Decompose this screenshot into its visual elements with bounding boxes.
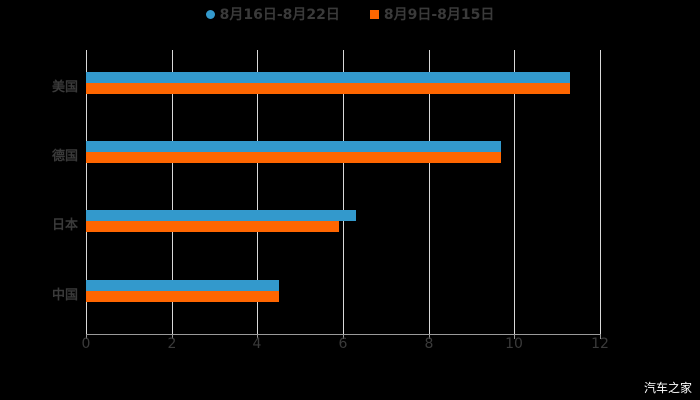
gridline [429, 50, 430, 335]
y-category-label: 中国 [51, 288, 78, 303]
x-tick [429, 334, 430, 339]
gridline [600, 50, 601, 335]
y-category-label: 美国 [51, 80, 78, 95]
watermark: 汽车之家 [643, 381, 692, 395]
x-tick-label: 2 [167, 336, 177, 352]
y-category-label: 德国 [51, 149, 78, 164]
gridline [343, 50, 344, 335]
y-category-label: 日本 [51, 218, 78, 233]
x-tick [172, 334, 173, 339]
bar-aug9-15[interactable] [86, 83, 570, 94]
gridline [86, 50, 87, 335]
bar-aug16-22[interactable] [86, 141, 501, 152]
gridline [257, 50, 258, 335]
x-tick [343, 334, 344, 339]
x-tick-label: 8 [424, 336, 434, 352]
x-tick [86, 334, 87, 339]
legend-item-series-1[interactable]: 8月9日-8月15日 [369, 4, 495, 24]
bar-aug16-22[interactable] [86, 280, 279, 291]
x-tick-label: 0 [81, 336, 91, 352]
legend-circle-icon [205, 9, 215, 19]
x-tick [257, 334, 258, 339]
chart-legend: 8月16日-8月22日 8月9日-8月15日 [0, 4, 700, 24]
gridline [514, 50, 515, 335]
x-tick-label: 4 [252, 336, 262, 352]
x-tick [514, 334, 515, 339]
legend-label: 8月9日-8月15日 [383, 7, 495, 23]
bar-aug9-15[interactable] [86, 291, 279, 302]
x-tick-label: 6 [338, 336, 348, 352]
bar-aug16-22[interactable] [86, 72, 570, 83]
bar-aug9-15[interactable] [86, 152, 501, 163]
gridline [172, 50, 173, 335]
legend-label: 8月16日-8月22日 [219, 7, 340, 23]
bar-aug16-22[interactable] [86, 210, 356, 221]
x-tick [600, 334, 601, 339]
bar-aug9-15[interactable] [86, 221, 339, 232]
legend-item-series-0[interactable]: 8月16日-8月22日 [205, 4, 340, 24]
legend-square-icon [369, 9, 379, 19]
x-tick-label: 10 [505, 336, 523, 352]
x-tick-label: 12 [591, 336, 609, 352]
